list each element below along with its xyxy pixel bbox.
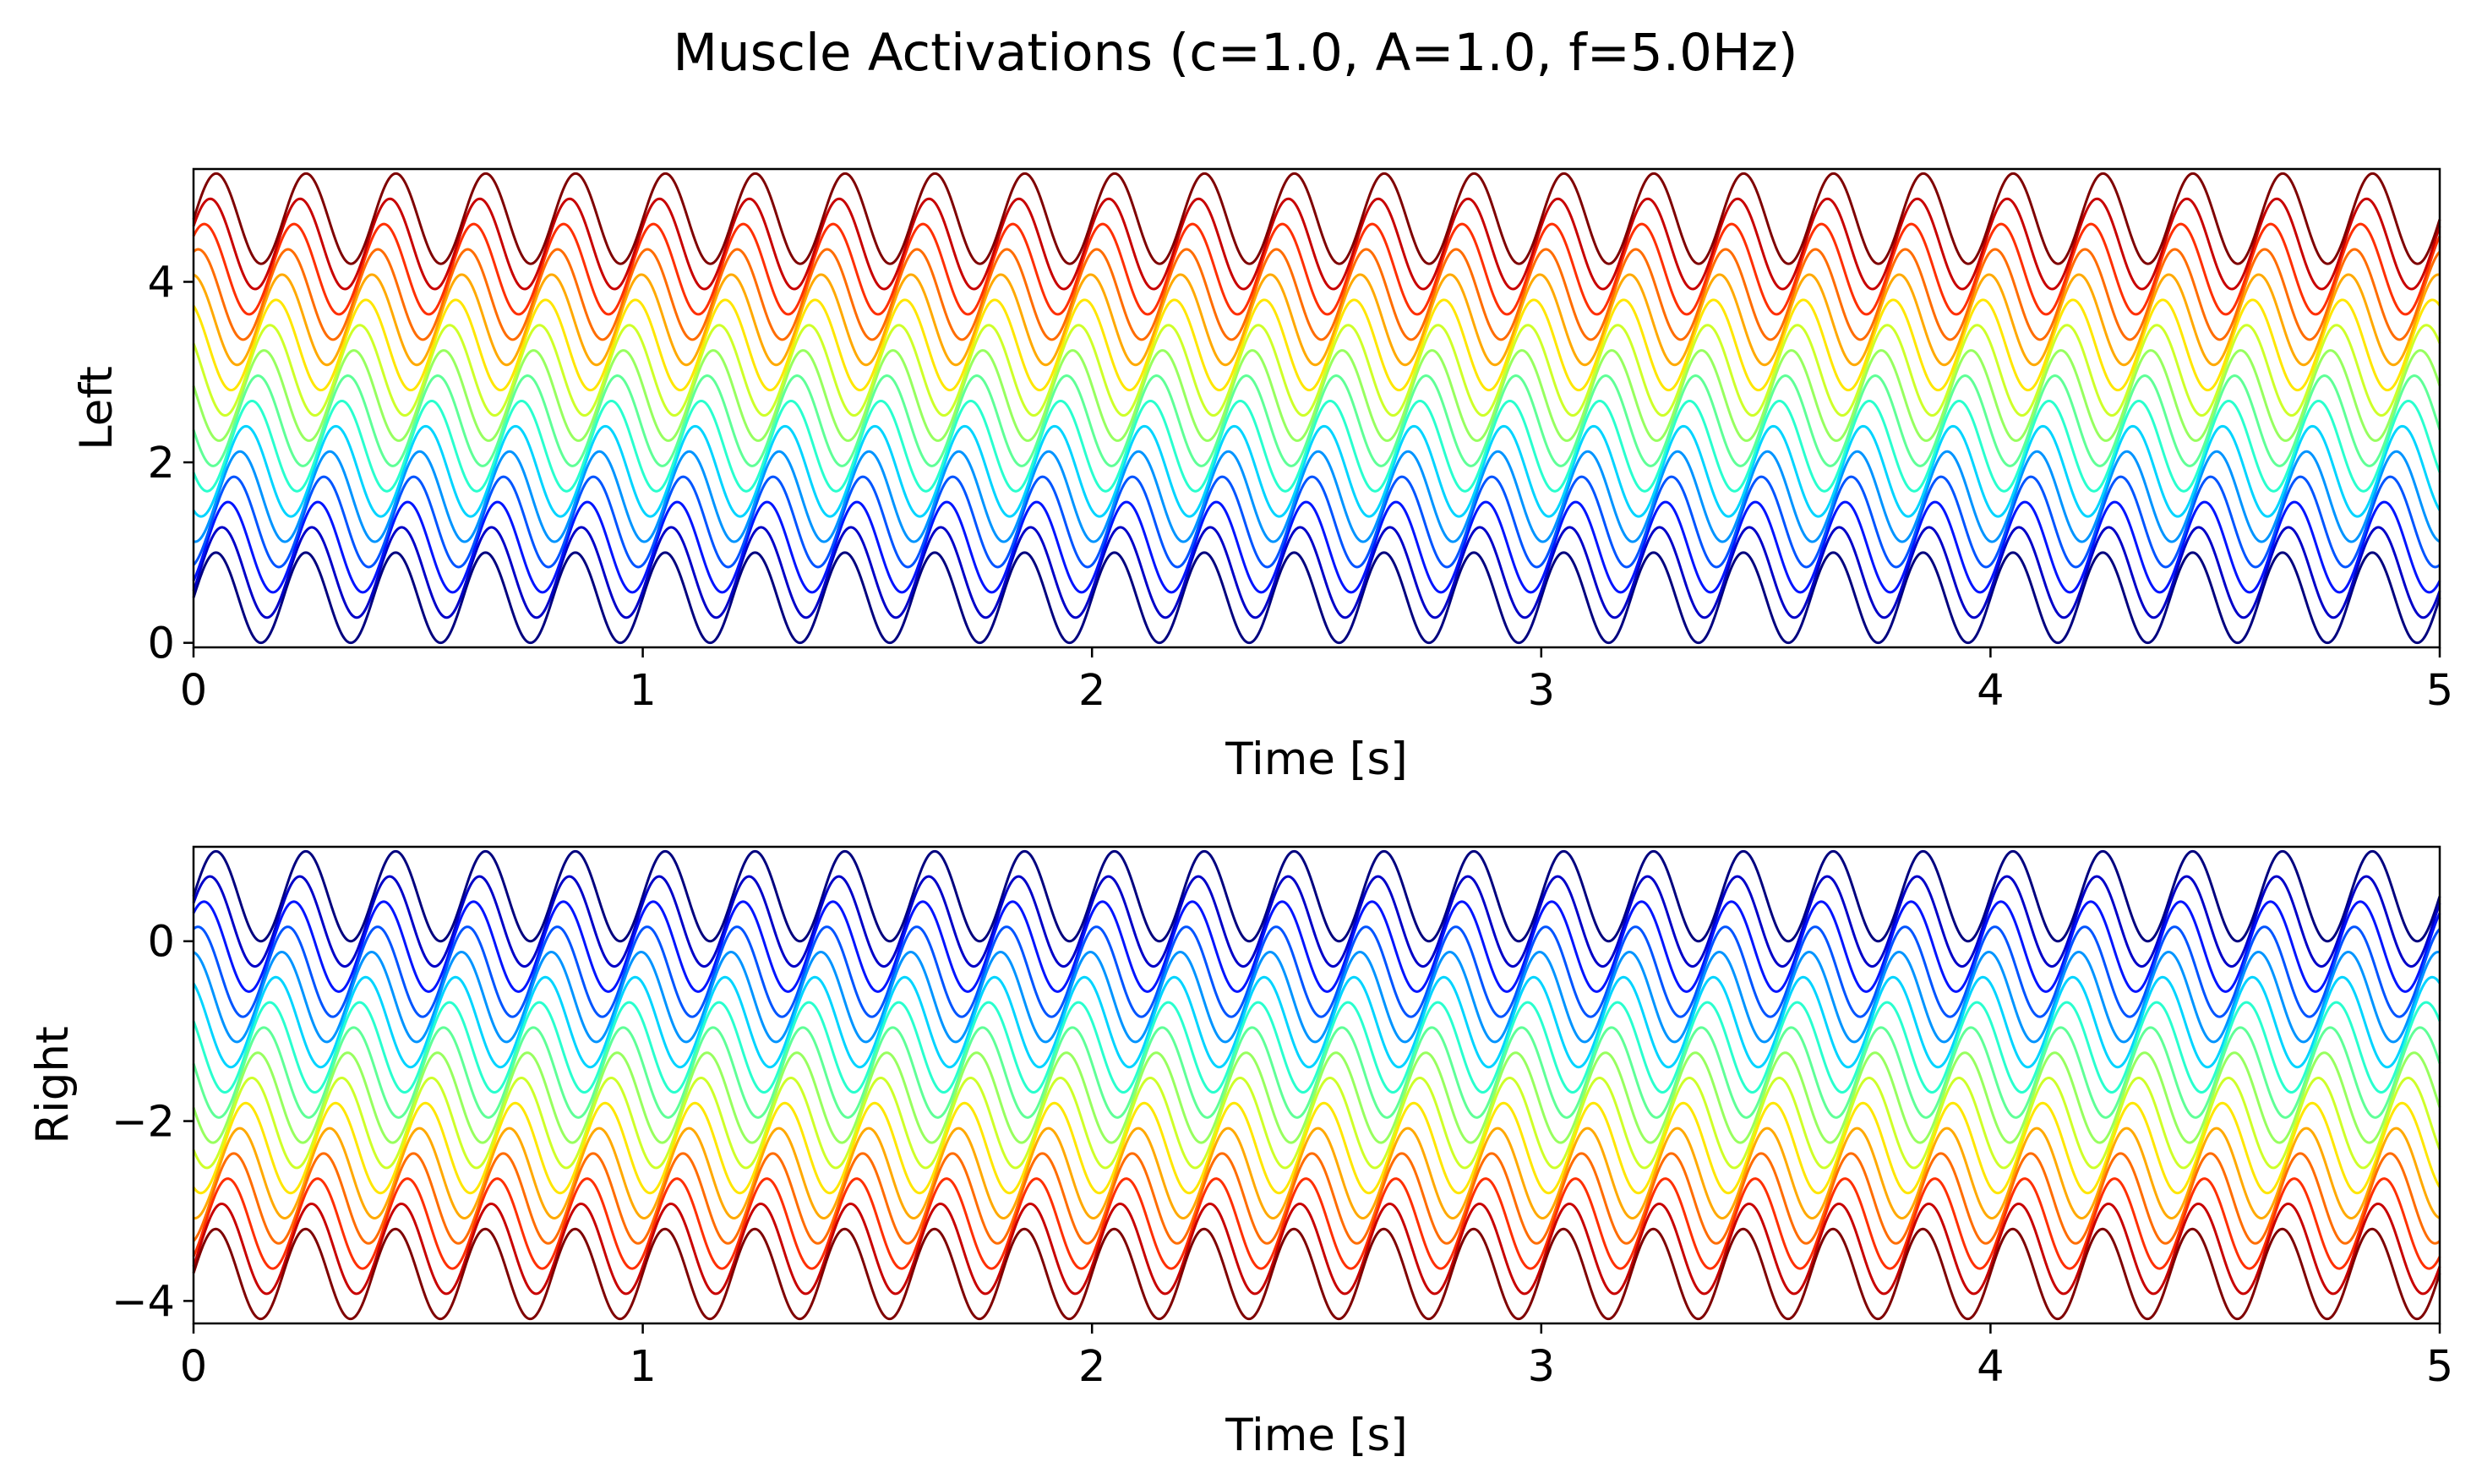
right-axes-frame xyxy=(192,845,2441,1325)
left-panel: 0 1 2 3 4 5 0 2 4 Time [s] Left xyxy=(71,167,2453,785)
right-x-tick-label: 3 xyxy=(1528,1342,1555,1392)
right-x-tick-label: 4 xyxy=(1977,1342,2004,1392)
figure-title: Muscle Activations (c=1.0, A=1.0, f=5.0H… xyxy=(673,23,1797,83)
left-axes-frame xyxy=(192,167,2441,649)
left-series-line-9 xyxy=(192,349,2441,442)
left-series-line-2 xyxy=(192,526,2441,619)
right-series-line-16 xyxy=(192,1227,2441,1321)
right-x-tick-label: 1 xyxy=(629,1342,656,1392)
right-x-tick-label: 5 xyxy=(2426,1342,2453,1392)
right-series-line-1 xyxy=(192,849,2441,943)
right-series-line-10 xyxy=(192,1076,2441,1170)
left-series-line-1 xyxy=(192,551,2441,645)
left-series-line-16 xyxy=(192,172,2441,265)
right-series-line-15 xyxy=(192,1202,2441,1296)
left-series-line-3 xyxy=(192,500,2441,594)
left-x-axis-label: Time [s] xyxy=(1225,734,1408,785)
right-series-line-12 xyxy=(193,1127,2441,1219)
left-x-tick-label: 1 xyxy=(629,666,656,716)
left-x-tick-label: 0 xyxy=(180,666,207,716)
right-y-axis-label: Right xyxy=(27,1026,79,1144)
left-series-line-14 xyxy=(192,222,2441,316)
left-x-tick-label: 3 xyxy=(1528,666,1555,716)
right-y-tick-label: 0 xyxy=(148,918,175,968)
right-series-line-6 xyxy=(192,975,2441,1069)
left-x-tick-label: 5 xyxy=(2426,666,2453,716)
right-x-ticks: 0 1 2 3 4 5 xyxy=(180,1323,2453,1392)
left-series-line-10 xyxy=(192,324,2441,417)
right-series-line-4 xyxy=(193,925,2441,1018)
left-y-tick-label: 0 xyxy=(148,619,175,669)
right-panel: 0 1 2 3 4 5 0 −2 −4 Time [s] Right xyxy=(27,845,2453,1461)
left-y-ticks: 0 2 4 xyxy=(148,258,194,669)
left-series-line-13 xyxy=(192,248,2441,341)
right-series-line-14 xyxy=(192,1177,2441,1270)
left-x-ticks: 0 1 2 3 4 5 xyxy=(180,647,2453,716)
left-series-line-7 xyxy=(192,399,2441,493)
left-series-line-4 xyxy=(192,475,2441,569)
left-series-line-15 xyxy=(192,197,2441,291)
left-x-tick-label: 4 xyxy=(1977,666,2004,716)
right-series-line-2 xyxy=(192,875,2441,968)
left-y-tick-label: 2 xyxy=(148,439,175,488)
left-series-line-11 xyxy=(192,298,2441,392)
left-series-line-8 xyxy=(192,374,2441,467)
right-series-line-13 xyxy=(192,1152,2441,1245)
left-series-group xyxy=(192,172,2441,645)
right-y-tick-label: −2 xyxy=(112,1098,175,1148)
right-x-axis-label: Time [s] xyxy=(1225,1410,1408,1461)
left-series-line-12 xyxy=(193,273,2441,367)
right-y-tick-label: −4 xyxy=(112,1277,175,1327)
right-series-line-3 xyxy=(192,900,2441,993)
right-series-line-7 xyxy=(192,1001,2441,1094)
left-series-line-5 xyxy=(193,450,2441,543)
right-series-line-5 xyxy=(193,951,2441,1044)
right-y-ticks: 0 −2 −4 xyxy=(112,918,194,1327)
left-y-axis-label: Left xyxy=(71,366,123,450)
left-x-tick-label: 2 xyxy=(1078,666,1105,716)
left-y-tick-label: 4 xyxy=(148,258,175,308)
right-series-line-8 xyxy=(192,1026,2441,1119)
right-series-line-9 xyxy=(192,1051,2441,1144)
right-series-line-11 xyxy=(192,1101,2441,1195)
left-series-line-6 xyxy=(192,424,2441,518)
right-x-tick-label: 2 xyxy=(1078,1342,1105,1392)
right-series-group xyxy=(192,849,2441,1321)
right-x-tick-label: 0 xyxy=(180,1342,207,1392)
